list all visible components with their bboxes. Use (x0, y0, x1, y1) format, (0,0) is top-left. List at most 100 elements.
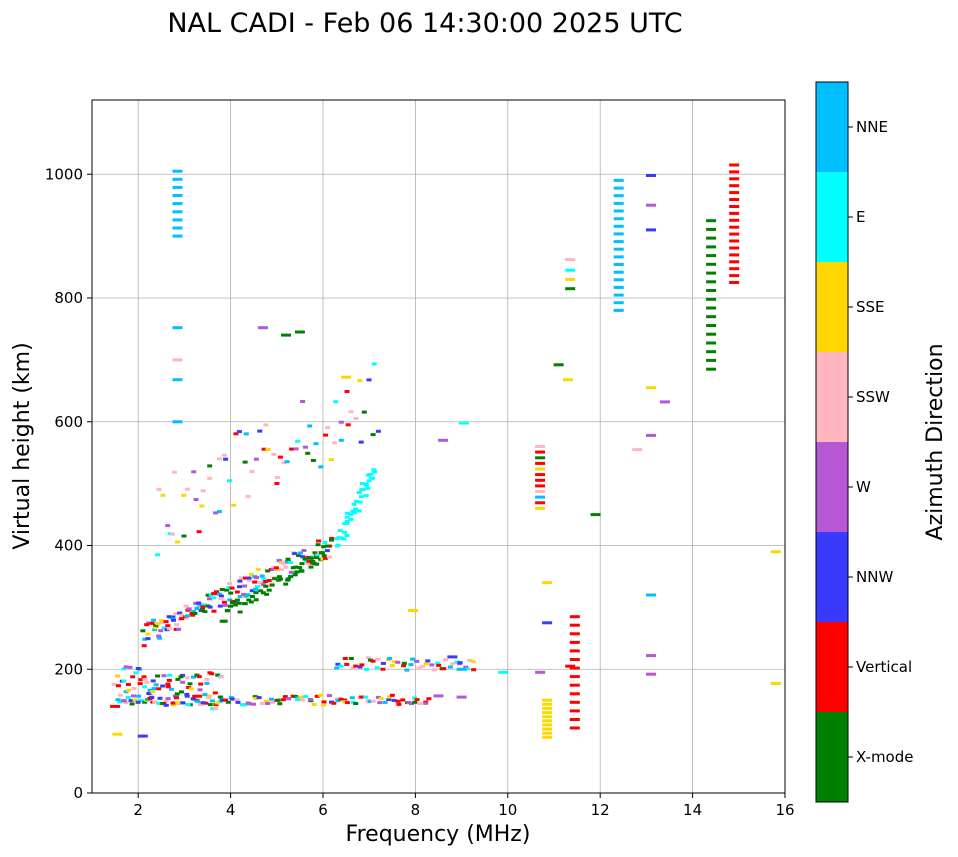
echo-mark (181, 493, 187, 497)
echo-mark (294, 570, 300, 574)
colorbar-label: NNW (856, 568, 893, 586)
echo-mark (256, 696, 262, 700)
echo-mark (706, 219, 717, 223)
echo-mark (265, 448, 271, 451)
colorbar-label: X-mode (856, 748, 913, 766)
echo-point (646, 672, 656, 676)
echo-mark (249, 589, 255, 593)
echo-mark (431, 668, 437, 672)
echo-point (770, 682, 781, 685)
echo-mark (125, 696, 131, 699)
echo-mark (180, 680, 186, 684)
echo-mark (613, 224, 624, 228)
colorbar-frame (815, 81, 849, 803)
echo-mark (226, 586, 232, 589)
echo-mark (214, 590, 219, 594)
echo-mark (234, 598, 240, 602)
colorbar: X-mode Vertical NNW W SSW SSE E NNE (816, 82, 913, 802)
echo-mark (314, 562, 320, 566)
echo-mark (174, 540, 180, 544)
echo-mark (274, 476, 280, 479)
echo-mark (535, 445, 546, 448)
echo-mark (350, 667, 356, 670)
echo-mark (263, 584, 269, 588)
echo-mark (211, 609, 217, 613)
echo-mark (234, 698, 240, 702)
echo-mark (321, 545, 327, 549)
echo-mark (416, 666, 422, 670)
echo-mark (375, 657, 381, 661)
echo-mark (179, 617, 185, 621)
echo-point (562, 378, 573, 382)
echo-mark (200, 605, 206, 609)
echo-mark (171, 470, 177, 474)
colorbar-label: W (856, 478, 871, 496)
echo-mark (310, 459, 316, 462)
echo-mark (242, 576, 248, 580)
echo-mark (197, 688, 203, 692)
echo-mark (613, 278, 624, 282)
echo-mark (370, 699, 376, 703)
echo-mark (135, 700, 141, 704)
echo-mark (246, 579, 252, 583)
echo-mark (613, 217, 624, 221)
echo-mark (172, 210, 183, 214)
echo-mark (145, 637, 151, 641)
echo-mark (273, 566, 279, 570)
echo-mark (542, 706, 553, 710)
echo-mark (132, 698, 138, 702)
echo-mark (206, 696, 212, 699)
plot-frame (91, 99, 786, 794)
echo-mark (409, 702, 414, 706)
echo-mark (144, 623, 150, 627)
echo-mark (252, 580, 258, 584)
echo-point (433, 694, 444, 698)
echo-mark (363, 695, 369, 699)
echo-point (565, 277, 576, 281)
echo-mark (253, 591, 259, 595)
echo-mark (443, 658, 449, 662)
echo-mark (295, 696, 301, 700)
echo-mark (569, 623, 580, 627)
echo-mark (302, 557, 308, 561)
echo-mark (342, 530, 348, 534)
echo-mark (175, 701, 181, 705)
echo-point (632, 448, 643, 452)
echo-mark (297, 551, 303, 555)
echo-mark (729, 184, 740, 188)
echo-mark (161, 626, 167, 630)
echo-mark (349, 696, 355, 700)
echo-mark (288, 575, 294, 579)
x-tick-label: 10 (498, 801, 517, 819)
echo-mark (299, 569, 305, 573)
echo-mark (313, 442, 319, 446)
echo-mark (336, 536, 342, 540)
echo-mark (286, 697, 292, 701)
echo-mark (170, 703, 176, 707)
echo-mark (197, 603, 203, 607)
echo-mark (242, 703, 248, 707)
echo-mark (172, 202, 183, 206)
echo-mark (266, 588, 272, 592)
echo-mark (191, 470, 197, 474)
echo-mark (185, 703, 191, 706)
echo-mark (302, 445, 308, 449)
x-tick-label: 14 (683, 801, 702, 819)
echo-mark (115, 674, 120, 678)
echo-mark (465, 667, 471, 671)
echo-point (456, 667, 467, 671)
echo-mark (150, 679, 156, 683)
echo-mark (542, 727, 553, 731)
colorbar-label: NNE (856, 118, 888, 136)
echo-mark (129, 702, 135, 706)
echo-mark (165, 697, 171, 701)
colorbar-swatch-nne (816, 82, 848, 172)
echo-point (659, 400, 670, 404)
colorbar-label: SSW (856, 388, 890, 406)
echo-mark (348, 657, 354, 660)
echo-point (565, 664, 576, 668)
echo-mark (257, 429, 263, 433)
echo-mark (542, 702, 553, 706)
echo-mark (276, 575, 282, 579)
echo-point (565, 287, 576, 291)
